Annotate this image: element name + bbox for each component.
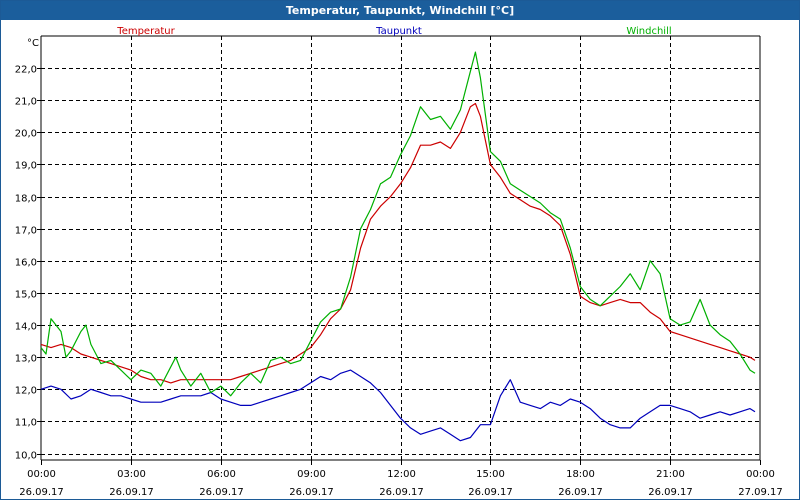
y-tick-label: 20,0 bbox=[15, 129, 37, 140]
grid-lines bbox=[41, 36, 760, 460]
x-tick-date: 26.09.17 bbox=[289, 487, 334, 498]
y-axis-ticks: 10,0 11,0 12,0 13,0 14,0 15,0 16,0 17,0 18,0 19,0… bbox=[15, 65, 41, 462]
chart-canvas: 10,0 11,0 12,0 13,0 14,0 15,0 16,0 17,0 18,0 19,0… bbox=[15, 26, 783, 498]
y-tick-label: 10,0 bbox=[15, 451, 37, 462]
x-tick-time: 21:00 bbox=[656, 469, 685, 480]
x-tick-time: 00:00 bbox=[27, 469, 56, 480]
x-tick-date: 26.09.17 bbox=[19, 487, 64, 498]
x-tick-time: 06:00 bbox=[207, 469, 236, 480]
plot-area bbox=[40, 35, 761, 461]
y-tick-label: 21,0 bbox=[15, 97, 37, 108]
y-tick-label: 16,0 bbox=[15, 258, 37, 269]
legend-entry-temperatur: Temperatur bbox=[116, 26, 175, 37]
y-tick-label: 15,0 bbox=[15, 290, 37, 301]
y-tick-label: 17,0 bbox=[15, 226, 37, 237]
legend-entry-windchill: Windchill bbox=[626, 26, 671, 37]
x-tick-date: 26.09.17 bbox=[648, 487, 693, 498]
x-axis-ticks: 00:00 26.09.17 03:00 26.09.17 06:00 26.09.17 0… bbox=[19, 460, 783, 498]
x-tick-date: 26.09.17 bbox=[379, 487, 424, 498]
x-tick-time: 03:00 bbox=[117, 469, 146, 480]
window-title: Temperatur, Taupunkt, Windchill [°C] bbox=[1, 1, 799, 20]
x-tick-time: 15:00 bbox=[476, 469, 505, 480]
series-lines bbox=[40, 51, 756, 442]
series-line-windchill bbox=[40, 51, 756, 397]
y-tick-label: 18,0 bbox=[15, 194, 37, 205]
x-tick-time: 18:00 bbox=[566, 469, 595, 480]
x-tick-date: 26.09.17 bbox=[558, 487, 603, 498]
y-tick-label: 19,0 bbox=[15, 161, 37, 172]
x-tick-time: 12:00 bbox=[387, 469, 416, 480]
x-tick-date: 27.09.17 bbox=[738, 487, 783, 498]
y-axis-unit: °C bbox=[27, 38, 39, 49]
y-tick-label: 12,0 bbox=[15, 386, 37, 397]
x-tick-date: 26.09.17 bbox=[468, 487, 513, 498]
legend-entry-taupunkt: Taupunkt bbox=[375, 26, 422, 37]
x-tick-time: 00:00 bbox=[746, 469, 775, 480]
y-tick-label: 13,0 bbox=[15, 354, 37, 365]
y-tick-label: 14,0 bbox=[15, 322, 37, 333]
y-tick-label: 22,0 bbox=[15, 65, 37, 76]
x-tick-date: 26.09.17 bbox=[109, 487, 154, 498]
legend: Temperatur Taupunkt Windchill bbox=[116, 26, 671, 37]
series-line-temperatur bbox=[40, 102, 756, 384]
y-tick-label: 11,0 bbox=[15, 418, 37, 429]
x-tick-time: 09:00 bbox=[297, 469, 326, 480]
x-tick-date: 26.09.17 bbox=[199, 487, 244, 498]
series-line-taupunkt bbox=[40, 369, 756, 442]
